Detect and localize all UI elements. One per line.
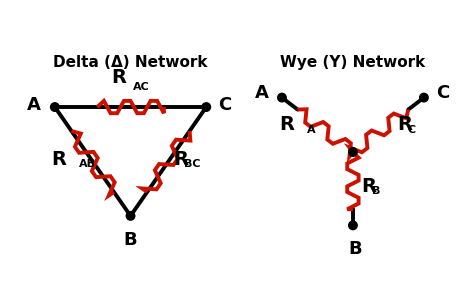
Text: R: R <box>280 115 295 134</box>
Text: R: R <box>112 68 127 87</box>
Text: R: R <box>173 150 188 169</box>
Text: A: A <box>27 96 41 114</box>
Text: AC: AC <box>133 82 150 92</box>
Circle shape <box>202 103 210 111</box>
Text: B: B <box>348 240 362 257</box>
Text: C: C <box>436 84 449 102</box>
Circle shape <box>349 148 357 156</box>
Text: C: C <box>407 125 416 135</box>
Circle shape <box>126 212 135 220</box>
Text: A: A <box>307 125 315 135</box>
Text: BC: BC <box>183 159 200 169</box>
Text: R: R <box>362 177 376 196</box>
Text: C: C <box>218 96 231 114</box>
Text: R: R <box>397 115 412 134</box>
Text: B: B <box>124 231 137 249</box>
Text: AB: AB <box>79 159 95 169</box>
Text: Wye (Y) Network: Wye (Y) Network <box>280 55 426 70</box>
Circle shape <box>349 221 357 230</box>
Text: R: R <box>52 150 67 169</box>
Circle shape <box>51 103 59 111</box>
Text: Delta (Δ) Network: Delta (Δ) Network <box>53 55 208 70</box>
Circle shape <box>419 93 428 102</box>
Circle shape <box>278 93 286 102</box>
Text: B: B <box>372 186 380 196</box>
Text: A: A <box>255 84 269 102</box>
